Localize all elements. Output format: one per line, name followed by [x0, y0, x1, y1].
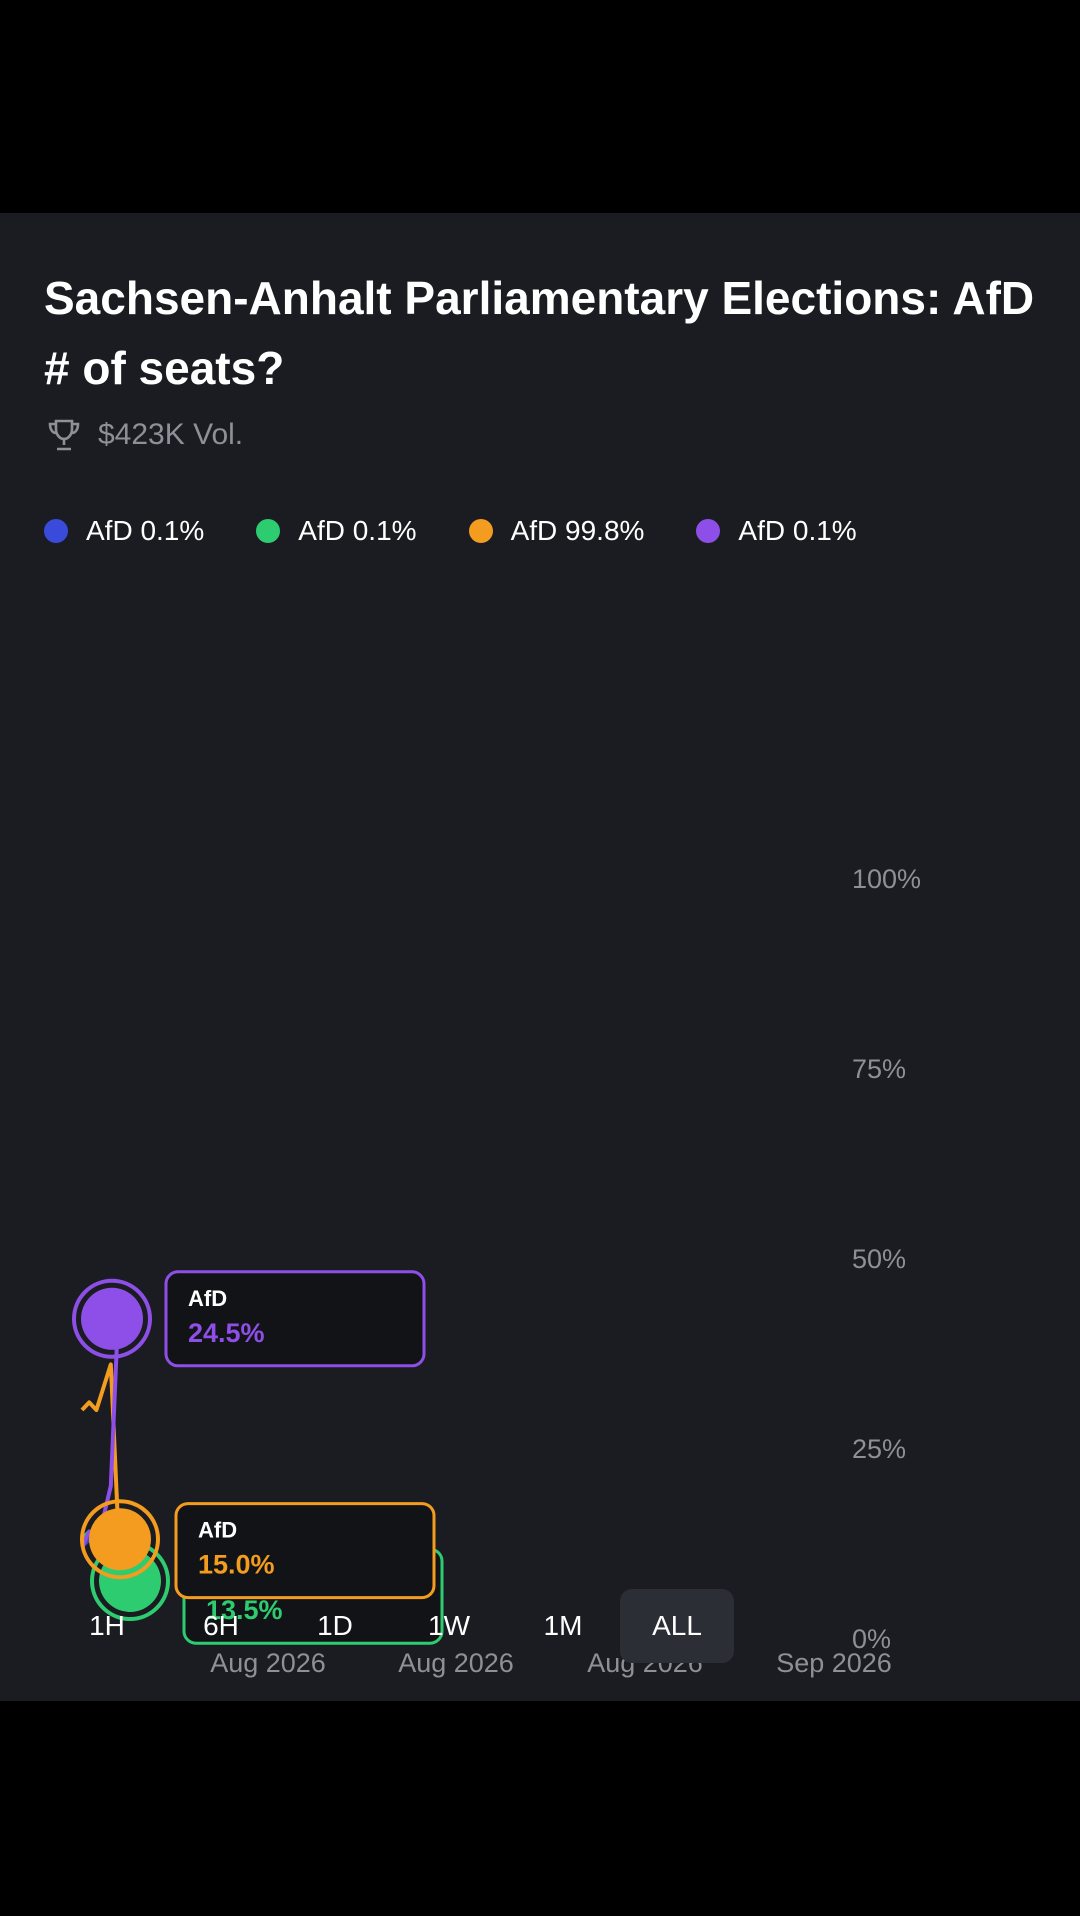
- legend-item: AfD 0.1%: [696, 515, 857, 547]
- range-button-1h[interactable]: 1H: [89, 1610, 125, 1641]
- market-panel: Sachsen-Anhalt Parliamentary Elections: …: [0, 213, 1080, 1701]
- range-button-1d[interactable]: 1D: [317, 1610, 353, 1641]
- legend-dot: [256, 519, 281, 543]
- tooltip-box: [174, 1502, 436, 1600]
- tooltip-title: AfD: [198, 1518, 237, 1543]
- legend-dot: [44, 519, 68, 543]
- range-button-1m[interactable]: 1M: [543, 1610, 583, 1641]
- tooltip-title: AfD: [188, 1286, 227, 1311]
- series-end-ring: [72, 1278, 152, 1359]
- legend-item: AfD 0.1%: [44, 515, 204, 547]
- range-button-all[interactable]: ALL: [620, 1589, 734, 1663]
- tooltip-value: 15.0%: [198, 1550, 275, 1580]
- legend-label: AfD 0.1%: [298, 515, 417, 546]
- chart-legend: AfD 0.1% AfD 0.1% AfD 99.8% AfD 0.1%: [44, 515, 909, 547]
- legend-label: AfD 0.1%: [738, 515, 857, 546]
- tooltip-value: 24.5%: [188, 1318, 265, 1348]
- series-line: [80, 1362, 120, 1525]
- time-range-selector: 1H 6H 1D 1W 1M ALL: [50, 1589, 734, 1663]
- legend-item: AfD 99.8%: [468, 515, 645, 547]
- market-title: Sachsen-Anhalt Parliamentary Elections: …: [44, 272, 1035, 394]
- tooltip-value: 13.5%: [206, 1595, 283, 1625]
- y-tick-label: 100%: [852, 864, 921, 894]
- x-tick-label: Aug 2026: [398, 1648, 514, 1678]
- series-end-marker: [81, 1287, 143, 1350]
- legend-dot: [696, 519, 721, 543]
- range-button-1w[interactable]: 1W: [428, 1610, 470, 1641]
- series-end-ring: [80, 1499, 160, 1580]
- tooltip-box: [164, 1270, 426, 1368]
- y-tick-label: 50%: [852, 1244, 906, 1274]
- y-tick-label: 75%: [852, 1054, 906, 1084]
- x-tick-label: Aug 2026: [210, 1648, 326, 1678]
- volume-label: $423K Vol.: [98, 418, 244, 451]
- price-chart[interactable]: 100%75%50%25%0%Aug 2026 Aug 2026 Aug 2026 S…: [0, 633, 1080, 1693]
- legend-item: AfD 0.1%: [256, 515, 417, 547]
- volume-row: $423K Vol.: [44, 415, 243, 455]
- legend-label: AfD 0.1%: [86, 515, 205, 546]
- y-tick-label: 25%: [852, 1434, 906, 1464]
- y-tick-label: 0%: [852, 1624, 891, 1654]
- trophy-icon: [48, 419, 80, 451]
- range-button-6h[interactable]: 6H: [203, 1610, 239, 1641]
- legend-dot: [468, 519, 493, 543]
- series-end-marker: [89, 1508, 151, 1571]
- legend-label: AfD 99.8%: [510, 515, 645, 546]
- x-tick-label: Sep 2026: [776, 1648, 892, 1678]
